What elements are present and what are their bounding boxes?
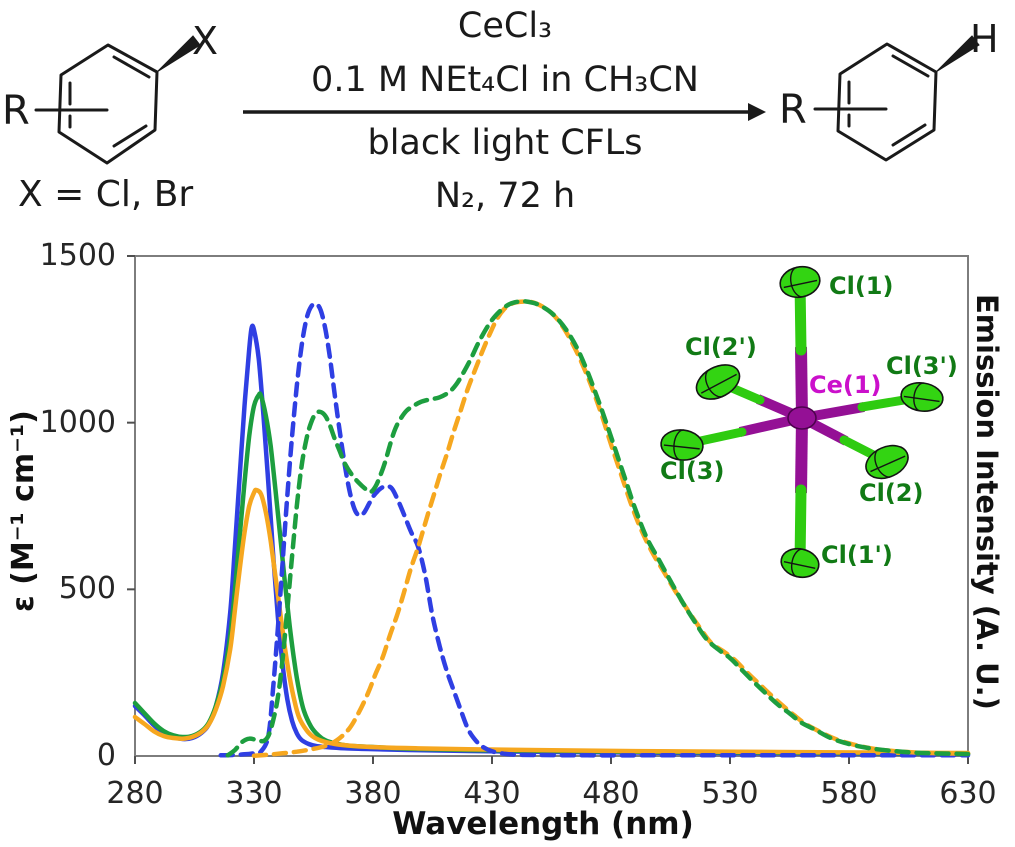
chlorine-atom-cl2p — [695, 364, 741, 400]
benzene-ring — [836, 42, 938, 162]
condition-atmosphere: N₂, 72 h — [434, 176, 576, 216]
series-dashed-orange-emission — [251, 299, 971, 758]
double-bond-lines — [68, 55, 151, 148]
wedge-bond-h — [935, 35, 980, 73]
plot-frame — [134, 255, 969, 757]
ortep-label-cl2p: Cl(2') — [685, 333, 757, 361]
x-tick-label-530: 530 — [701, 776, 759, 811]
x-axis-title: Wavelength (nm) — [392, 806, 694, 842]
chlorine-atom-cl3 — [660, 429, 704, 461]
arrow-head — [748, 103, 766, 121]
x-tick-label-380: 380 — [344, 776, 402, 811]
ortep-label-cl2: Cl(2) — [859, 479, 924, 507]
x-tick-label-580: 580 — [820, 776, 878, 811]
chlorine-atom-cl1p — [780, 547, 820, 579]
y-tick-label-500: 500 — [58, 571, 116, 607]
x-tick-label-630: 630 — [939, 776, 997, 811]
series-solid-orange-absorption — [132, 487, 971, 756]
series-dashed-blue-spectrum — [218, 301, 971, 758]
product-h-label: H — [970, 17, 999, 61]
ortep-crystal-structure — [660, 265, 944, 579]
chlorine-atom-cl1 — [779, 265, 821, 299]
y-tick-label-1000: 1000 — [39, 404, 116, 440]
condition-solvent: 0.1 M NEt₄Cl in CH₃CN — [311, 60, 699, 100]
wedge-bond-x — [156, 35, 201, 73]
ortep-label-cl3: Cl(3) — [660, 457, 725, 485]
cerium-atom — [787, 406, 817, 430]
x-tick-label-330: 330 — [225, 776, 283, 811]
product-molecule — [813, 35, 980, 162]
benzene-ring — [57, 43, 159, 165]
y-tick-label-1500: 1500 — [39, 238, 116, 273]
series-dashed-green-emission — [225, 299, 971, 758]
bond-ce-cl1 — [795, 346, 808, 419]
reactant-molecule — [34, 35, 201, 165]
right-y-axis-title: Emission Intensity (A. U.) — [970, 294, 1004, 710]
double-bond-lines — [847, 54, 930, 147]
bond-ce-cl1p — [795, 417, 808, 494]
y-tick-label-0: 0 — [96, 738, 116, 773]
ortep-label-cl1: Cl(1) — [829, 272, 894, 300]
ortep-label-ce: Ce(1) — [809, 371, 882, 399]
x-tick-label-430: 430 — [463, 776, 521, 811]
reagent-label: CeCl₃ — [457, 6, 553, 46]
x-tick-label-480: 480 — [582, 776, 640, 811]
chlorine-atom-cl2 — [865, 444, 909, 480]
condition-light: black light CFLs — [367, 123, 643, 163]
product-r-label: R — [779, 87, 807, 133]
chlorine-atom-cl3p — [900, 382, 944, 412]
reactant-r-label: R — [2, 88, 30, 134]
series-solid-green-absorption — [132, 391, 971, 756]
ortep-label-cl1p: Cl(1') — [821, 541, 893, 569]
x-definition: X = Cl, Br — [18, 174, 194, 215]
x-tick-label-280: 280 — [106, 776, 164, 811]
spectra-curves — [132, 299, 971, 758]
reaction-arrow — [243, 103, 766, 121]
reactant-x-label: X — [192, 19, 219, 63]
ortep-label-cl3p: Cl(3') — [886, 352, 958, 380]
